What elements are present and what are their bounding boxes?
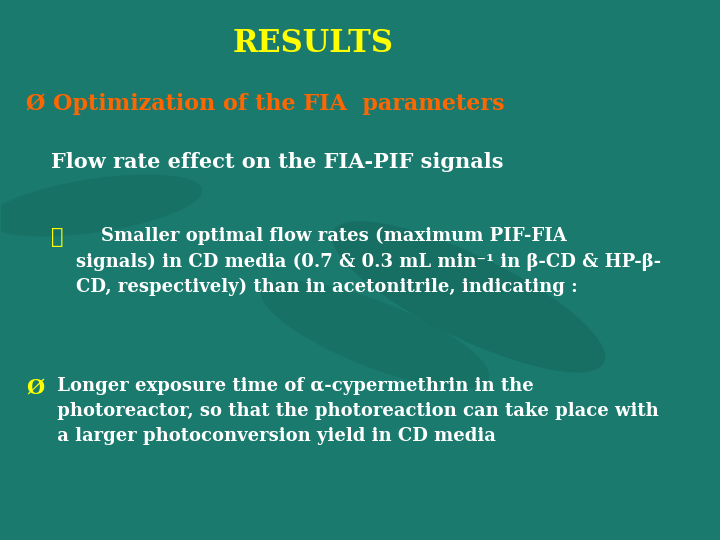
Text: Flow rate effect on the FIA-PIF signals: Flow rate effect on the FIA-PIF signals bbox=[51, 152, 504, 172]
Text: Longer exposure time of α-cypermethrin in the
 photoreactor, so that the photore: Longer exposure time of α-cypermethrin i… bbox=[51, 377, 659, 446]
Text: Smaller optimal flow rates (maximum PIF-FIA
signals) in CD media (0.7 & 0.3 mL m: Smaller optimal flow rates (maximum PIF-… bbox=[76, 227, 661, 296]
Text: Ø Optimization of the FIA  parameters: Ø Optimization of the FIA parameters bbox=[27, 93, 505, 114]
Ellipse shape bbox=[332, 221, 606, 373]
Text: RESULTS: RESULTS bbox=[233, 28, 393, 59]
Ellipse shape bbox=[261, 280, 489, 388]
Text: Ø: Ø bbox=[27, 377, 45, 397]
Ellipse shape bbox=[0, 174, 202, 237]
Text: ✔: ✔ bbox=[51, 227, 63, 247]
